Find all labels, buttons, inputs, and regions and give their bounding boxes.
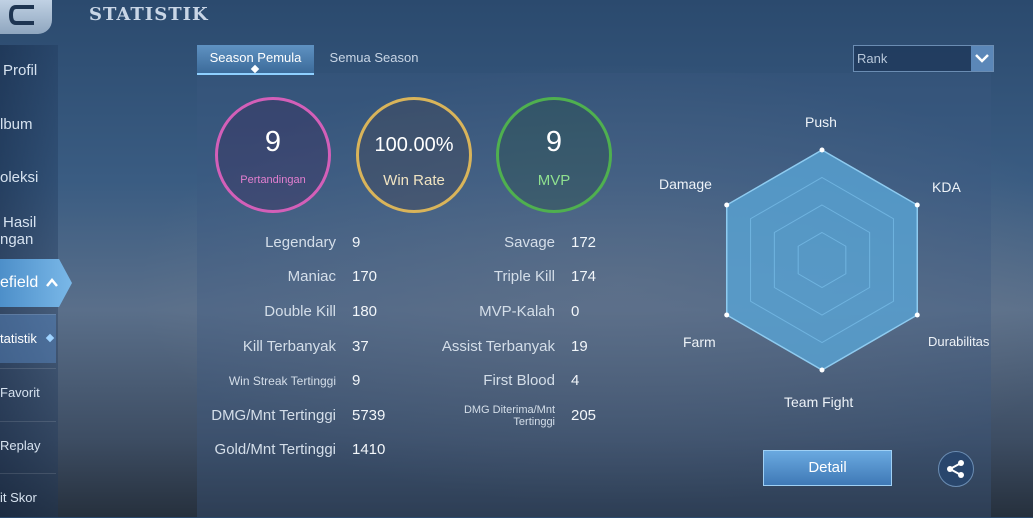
- sidebar-item-label: Hasil: [3, 214, 37, 231]
- stat-label-first-blood: First Blood: [483, 372, 555, 389]
- stat-value-dmg-diterima: 205: [571, 407, 597, 424]
- share-button[interactable]: [938, 451, 974, 487]
- stat-value-savage: 172: [571, 234, 597, 251]
- sidebar-subitem-label: Replay: [0, 438, 41, 453]
- sidebar-subitem-label: it Skor: [0, 490, 37, 505]
- radar-label-farm: Farm: [683, 334, 716, 350]
- stat-label-dmg-mnt: DMG/Mnt Tertinggi: [211, 407, 336, 424]
- stat-label-legendary: Legendary: [265, 234, 336, 251]
- radar-point-durabilitas: [914, 312, 920, 318]
- stat-value-assist-terbanyak: 19: [571, 338, 588, 355]
- sidebar-item-label: oleksi: [0, 169, 39, 186]
- tab-label: Season Pemula: [209, 50, 302, 65]
- sidebar-item-label: lbum: [0, 116, 33, 133]
- win-rate-value: 100.00%: [374, 134, 454, 156]
- season-tabs: Season Pemula Semua Season: [197, 45, 991, 75]
- attribute-radar-chart: [724, 147, 920, 373]
- sidebar-subitem-favorit[interactable]: Favorit: [0, 368, 56, 417]
- stat-label-maniac: Maniac: [287, 268, 336, 285]
- sidebar-item-hasil-tandingan[interactable]: Hasil ngan: [0, 214, 58, 248]
- mvp-label: MVP: [537, 172, 571, 189]
- radar-label-team-fight: Team Fight: [784, 394, 854, 410]
- radar-point-farm: [724, 312, 730, 318]
- matches-value: 9: [264, 126, 282, 158]
- page-title: STATISTIK: [89, 4, 209, 25]
- radar-label-damage: Damage: [659, 176, 712, 192]
- stat-value-legendary: 9: [352, 234, 361, 251]
- sidebar-subitem-statistik[interactable]: tatistik: [0, 314, 56, 363]
- tab-label: Semua Season: [329, 50, 419, 65]
- active-tab-indicator: [250, 64, 260, 74]
- radar-inner-ring: [750, 176, 894, 344]
- stat-value-kill-terbanyak: 37: [352, 338, 369, 355]
- sidebar-item-label: efield: [0, 274, 39, 291]
- sidebar-item-battlefield[interactable]: efield: [0, 259, 72, 307]
- sidebar-item-label: ngan: [0, 231, 34, 248]
- radar-inner-ring: [773, 204, 871, 316]
- stat-value-dmg-mnt: 5739: [352, 407, 386, 424]
- stat-label-gold-mnt: Gold/Mnt Tertinggi: [214, 441, 336, 458]
- matches-circle: 9 Pertandingan: [215, 97, 331, 213]
- win-rate-label: Win Rate: [383, 172, 445, 189]
- stat-value-first-blood: 4: [571, 372, 580, 389]
- stat-label-kill-terbanyak: Kill Terbanyak: [242, 338, 336, 355]
- stat-label-savage: Savage: [504, 234, 555, 251]
- stat-label-mvp-kalah: MVP-Kalah: [479, 303, 555, 320]
- back-button[interactable]: [0, 0, 52, 34]
- radar-label-durabilitas: Durabilitas: [928, 334, 990, 349]
- radar-label-kda: KDA: [932, 179, 961, 195]
- radar-point-push: [819, 147, 825, 153]
- stat-label-line: DMG Diterima/Mnt: [463, 404, 555, 416]
- radar-inner-ring: [797, 231, 847, 289]
- matches-label: Pertandingan: [240, 174, 306, 186]
- stat-label-triple-kill: Triple Kill: [493, 268, 555, 285]
- back-arrow-icon: [8, 5, 34, 25]
- sidebar-item-album[interactable]: lbum: [0, 116, 58, 133]
- chevron-up-icon: [46, 278, 58, 287]
- sidebar-subitem-label: Favorit: [0, 385, 40, 400]
- rank-dropdown-toggle[interactable]: [971, 46, 993, 71]
- radar-point-kda: [914, 202, 920, 208]
- sidebar-item-koleksi[interactable]: oleksi: [0, 169, 58, 186]
- rank-dropdown-value: Rank: [857, 51, 888, 66]
- radar-point-damage: [724, 202, 730, 208]
- radar-label-push: Push: [805, 114, 837, 130]
- tab-season-pemula[interactable]: Season Pemula: [197, 45, 314, 75]
- stat-label-assist-terbanyak: Assist Terbanyak: [441, 338, 555, 355]
- stat-value-gold-mnt: 1410: [352, 441, 386, 458]
- stat-value-mvp-kalah: 0: [571, 303, 580, 320]
- sidebar-subitem-replay[interactable]: Replay: [0, 421, 56, 470]
- stat-label-line: Tertinggi: [513, 416, 555, 428]
- tab-semua-season[interactable]: Semua Season: [314, 45, 434, 73]
- stat-label-win-streak: Win Streak Tertinggi: [228, 374, 336, 388]
- radar-point-team-fight: [819, 367, 825, 373]
- share-icon: [947, 460, 964, 478]
- mvp-circle: 9 MVP: [496, 97, 612, 213]
- rank-dropdown[interactable]: Rank: [853, 45, 994, 72]
- sidebar-subitem-label: tatistik: [0, 331, 37, 346]
- chevron-down-icon: [975, 54, 989, 63]
- stat-value-maniac: 170: [352, 268, 378, 285]
- stat-value-triple-kill: 174: [571, 268, 597, 285]
- detail-button[interactable]: Detail: [763, 450, 892, 486]
- radar-data-area: [725, 149, 919, 371]
- sidebar-item-label: Profil: [3, 62, 38, 79]
- mvp-value: 9: [545, 126, 563, 158]
- win-rate-circle: 100.00% Win Rate: [356, 97, 472, 213]
- stat-value-double-kill: 180: [352, 303, 378, 320]
- sidebar-item-profil[interactable]: Profil: [0, 62, 58, 79]
- stat-label-double-kill: Double Kill: [264, 303, 336, 320]
- selected-indicator: [45, 333, 55, 343]
- stat-value-win-streak: 9: [352, 372, 361, 389]
- stat-label-dmg-diterima: DMG Diterima/Mnt Tertinggi: [464, 404, 555, 428]
- sidebar-subitem-edit-skor[interactable]: it Skor: [0, 473, 56, 518]
